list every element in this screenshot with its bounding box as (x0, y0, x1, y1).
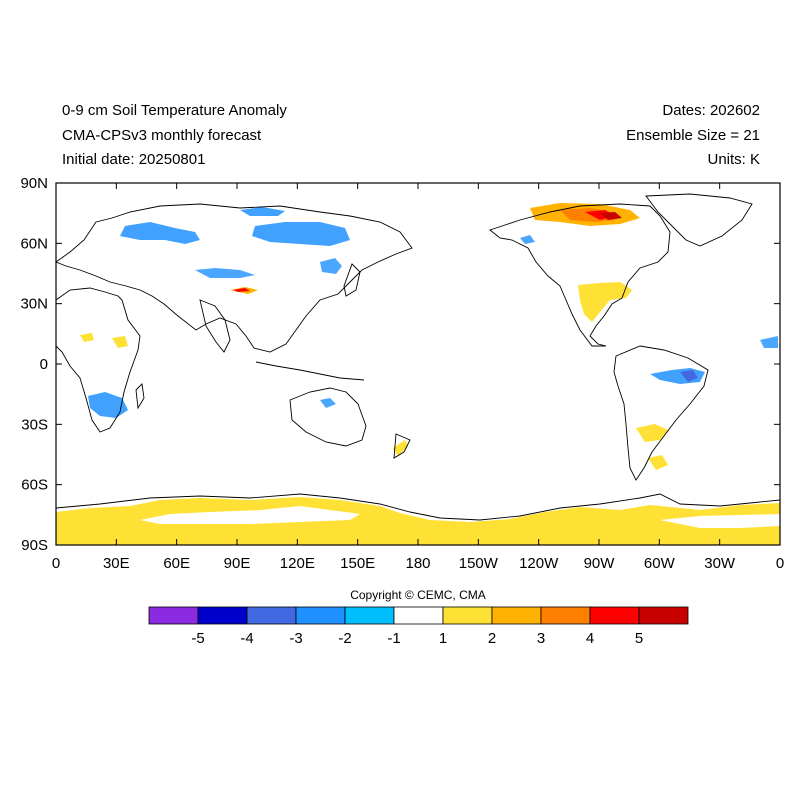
lon-tick-label: 90E (224, 555, 251, 572)
coast-south-america (613, 345, 709, 481)
colorbar-swatch (589, 606, 640, 625)
lon-tick-label: 150W (459, 555, 499, 572)
anomaly-antarctica (56, 497, 780, 545)
colorbar-label: 5 (635, 630, 643, 647)
colorbar-swatch (197, 606, 248, 625)
anomaly-southern-usa (578, 282, 632, 322)
lat-tick-label: 60N (20, 235, 48, 252)
colorbar (148, 606, 689, 625)
lon-tick-label: 0 (776, 555, 784, 572)
anomaly-tibet-hot (233, 288, 250, 292)
anomaly-alaska-cold (520, 235, 535, 244)
coast-australia (289, 387, 367, 447)
ensemble-size: Ensemble Size = 21 (626, 127, 760, 144)
colorbar-label: 3 (537, 630, 545, 647)
map-background (56, 183, 780, 545)
anomaly-australia (320, 398, 336, 408)
lon-tick-label: 60W (644, 555, 676, 572)
lon-tick-label: 120W (519, 555, 559, 572)
axis-ticks (55, 182, 781, 546)
anomaly-brazil-dark (680, 370, 698, 382)
anomaly-arctic-russia (240, 207, 285, 216)
lon-tick-label: 30W (704, 555, 736, 572)
colorbar-swatch (344, 606, 395, 625)
map-plot (55, 182, 781, 546)
anomaly-west-africa-warm (80, 333, 94, 342)
colorbar-label: 1 (439, 630, 447, 647)
anomaly-east-asia (320, 258, 342, 274)
coast-greenland (645, 193, 753, 247)
colorbar-label: 4 (586, 630, 594, 647)
colorbar-labels: -5 -4 -3 -2 -1 1 2 3 4 5 (191, 630, 643, 647)
units-label: Units: K (707, 151, 760, 168)
colorbar-label: -5 (191, 630, 204, 647)
anomaly-central-africa-warm (112, 336, 128, 348)
lat-tick-label: 90S (21, 537, 48, 554)
lat-tick-label: 60S (21, 477, 48, 494)
lon-tick-label: 0 (52, 555, 60, 572)
anomaly-central-siberia (252, 222, 350, 246)
colorbar-label: 2 (488, 630, 496, 647)
colorbar-label: -2 (338, 630, 351, 647)
lat-tick-label: 0 (40, 356, 48, 373)
coast-indonesia (255, 361, 365, 381)
coast-north-america (489, 203, 671, 347)
lat-tick-label: 30S (21, 416, 48, 433)
copyright-notice: Copyright © CEMC, CMA (350, 588, 486, 602)
anomaly-atlantic-cold (760, 336, 778, 348)
coast-africa (55, 287, 141, 433)
lon-tick-label: 30E (103, 555, 130, 572)
colorbar-swatch (295, 606, 346, 625)
colorbar-swatch (246, 606, 297, 625)
coastlines (55, 193, 781, 521)
anomaly-argentina-warm (636, 424, 668, 442)
colorbar-swatch (393, 606, 444, 625)
colorbar-swatch (540, 606, 591, 625)
anomaly-southern-africa (88, 392, 128, 418)
colorbar-swatch (148, 606, 199, 625)
colorbar-label: -3 (289, 630, 302, 647)
colorbar-swatch (638, 606, 689, 625)
lon-tick-label: 60E (163, 555, 190, 572)
initial-date: Initial date: 20250801 (62, 151, 206, 168)
coast-japan (343, 263, 361, 297)
colorbar-swatch (491, 606, 542, 625)
lon-tick-label: 120E (280, 555, 315, 572)
lon-tick-label: 180 (405, 555, 430, 572)
latitude-labels: 90N 60N 30N 0 30S 60S 90S (20, 175, 48, 554)
coast-nz (393, 433, 411, 459)
anomaly-western-russia (120, 222, 200, 244)
anomaly-weddell (660, 514, 780, 528)
anomaly-patagonia-warm (648, 455, 668, 470)
colorbar-label: -4 (240, 630, 253, 647)
lat-tick-label: 90N (20, 175, 48, 192)
lon-tick-label: 90W (584, 555, 616, 572)
longitude-labels: 0 30E 60E 90E 120E 150E 180 150W 120W 90W 60W 30W 0 (52, 555, 784, 572)
coast-eurasia (55, 203, 413, 353)
anomaly-antarctica-inner (140, 506, 360, 524)
coast-india (199, 299, 231, 353)
colorbar-swatch (442, 606, 493, 625)
map-title: 0-9 cm Soil Temperature Anomaly (62, 102, 287, 119)
colorbar-label: -1 (387, 630, 400, 647)
forecast-dates: Dates: 202602 (662, 102, 760, 119)
anomaly-mongolia (195, 268, 255, 278)
coast-madagascar (135, 383, 145, 410)
anomaly-shading (56, 203, 780, 545)
anomaly-hudson-darkred (600, 212, 622, 220)
anomaly-new-zealand (393, 440, 408, 456)
lat-tick-label: 30N (20, 296, 48, 313)
lon-tick-label: 150E (340, 555, 375, 572)
model-name: CMA-CPSv3 monthly forecast (62, 127, 262, 144)
coast-antarctica (55, 493, 781, 521)
